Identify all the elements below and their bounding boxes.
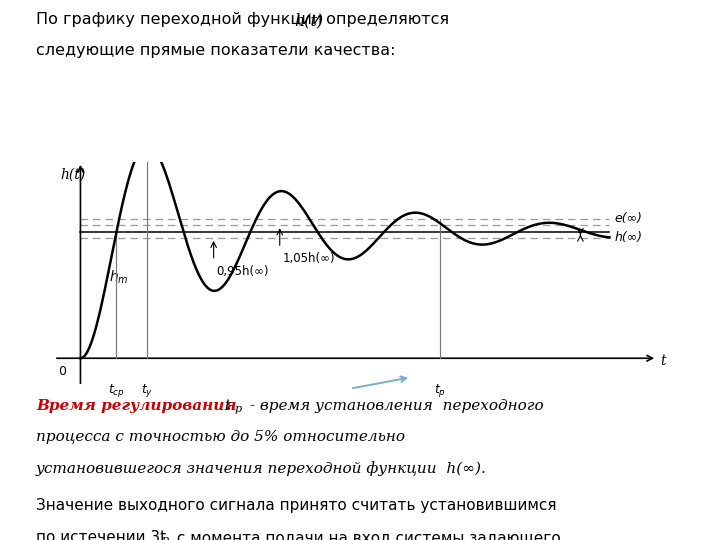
- Text: установившегося значения переходной функции  h(∞).: установившегося значения переходной функ…: [36, 461, 487, 476]
- Text: $t_{р}$: $t_{р}$: [434, 382, 446, 399]
- Text: Время регулирования: Время регулирования: [36, 399, 236, 413]
- Text: По графику переходной функции: По графику переходной функции: [36, 12, 328, 27]
- Text: $t_{у}$: $t_{у}$: [141, 382, 153, 399]
- Text: $h_m$: $h_m$: [109, 268, 128, 286]
- Text: Значение выходного сигнала принято считать установившимся: Значение выходного сигнала принято счита…: [36, 498, 557, 514]
- Text: h(t): h(t): [60, 168, 86, 182]
- Text: e(∞): e(∞): [615, 212, 643, 226]
- Text: с момента подачи на вход системы задающего: с момента подачи на вход системы задающе…: [172, 530, 561, 540]
- Text: 0: 0: [58, 364, 66, 377]
- Text: t: t: [220, 399, 231, 413]
- Text: 1,05h(∞): 1,05h(∞): [282, 252, 335, 265]
- Text: t: t: [660, 354, 665, 368]
- Text: процесса с точностью до 5% относительно: процесса с точностью до 5% относительно: [36, 430, 405, 444]
- Text: следующие прямые показатели качества:: следующие прямые показатели качества:: [36, 43, 395, 58]
- Text: по истечении 3t: по истечении 3t: [36, 530, 166, 540]
- Text: р: р: [235, 404, 242, 414]
- Text: $t_{ср}$: $t_{ср}$: [108, 382, 125, 399]
- Text: h(t): h(t): [294, 12, 323, 29]
- Text: 0,95h(∞): 0,95h(∞): [216, 265, 269, 278]
- Text: р: р: [162, 535, 169, 540]
- Text: - время установления  переходного: - время установления переходного: [245, 399, 544, 413]
- Text: h(∞): h(∞): [615, 231, 643, 244]
- Text: определяются: определяются: [321, 12, 449, 27]
